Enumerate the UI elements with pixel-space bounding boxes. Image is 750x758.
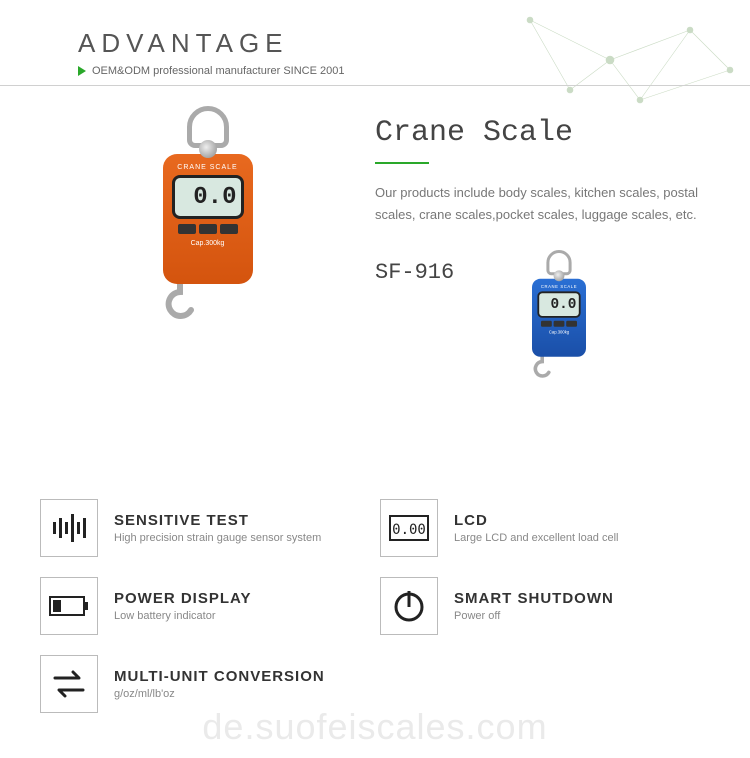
device-label: CRANE SCALE — [163, 164, 253, 171]
product-title: Crane Scale — [375, 116, 710, 150]
feature-title: LCD — [454, 512, 619, 529]
page-subtitle: OEM&ODM professional manufacturer SINCE … — [92, 65, 345, 77]
header: ADVANTAGE OEM&ODM professional manufactu… — [0, 0, 750, 86]
feature-desc: Low battery indicator — [114, 610, 251, 622]
feature-title: SENSITIVE TEST — [114, 512, 321, 529]
product-info: Crane Scale Our products include body sc… — [375, 106, 710, 479]
feature-multi-unit: MULTI-UNIT CONVERSION g/oz/ml/lb'oz — [40, 655, 370, 713]
page-title: ADVANTAGE — [78, 28, 750, 59]
crane-scale-orange: CRANE SCALE 0.0 Cap.300kg — [163, 106, 253, 335]
feature-desc: Large LCD and excellent load cell — [454, 532, 619, 544]
product-model: SF-916 — [375, 260, 454, 285]
feature-sensitive-test: SENSITIVE TEST High precision strain gau… — [40, 499, 370, 557]
lcd-icon: 0.00 — [380, 499, 438, 557]
feature-title: SMART SHUTDOWN — [454, 590, 614, 607]
feature-power-display: POWER DISPLAY Low battery indicator — [40, 577, 370, 635]
device-screen: 0.0 — [172, 175, 244, 219]
power-icon — [380, 577, 438, 635]
sensitive-test-icon — [40, 499, 98, 557]
svg-text:0.00: 0.00 — [392, 522, 426, 538]
convert-icon — [40, 655, 98, 713]
product-image-main: CRANE SCALE 0.0 Cap.300kg — [40, 106, 375, 479]
bottom-hook-icon — [163, 280, 197, 330]
feature-desc: Power off — [454, 610, 614, 622]
accent-triangle-icon — [78, 66, 86, 76]
device-capacity: Cap.300kg — [163, 240, 253, 247]
battery-icon — [40, 577, 98, 635]
feature-title: MULTI-UNIT CONVERSION — [114, 668, 325, 685]
feature-title: POWER DISPLAY — [114, 590, 251, 607]
title-underline — [375, 162, 429, 164]
feature-lcd: 0.00 LCD Large LCD and excellent load ce… — [380, 499, 710, 557]
crane-scale-blue: CRANE SCALE 0.0 Cap.300kg — [532, 250, 586, 387]
features-grid: SENSITIVE TEST High precision strain gau… — [0, 489, 750, 713]
feature-desc: g/oz/ml/lb'oz — [114, 688, 325, 700]
feature-desc: High precision strain gauge sensor syste… — [114, 532, 321, 544]
product-description: Our products include body scales, kitche… — [375, 182, 710, 226]
feature-smart-shutdown: SMART SHUTDOWN Power off — [380, 577, 710, 635]
main-content: CRANE SCALE 0.0 Cap.300kg Crane Scale Ou… — [0, 86, 750, 489]
